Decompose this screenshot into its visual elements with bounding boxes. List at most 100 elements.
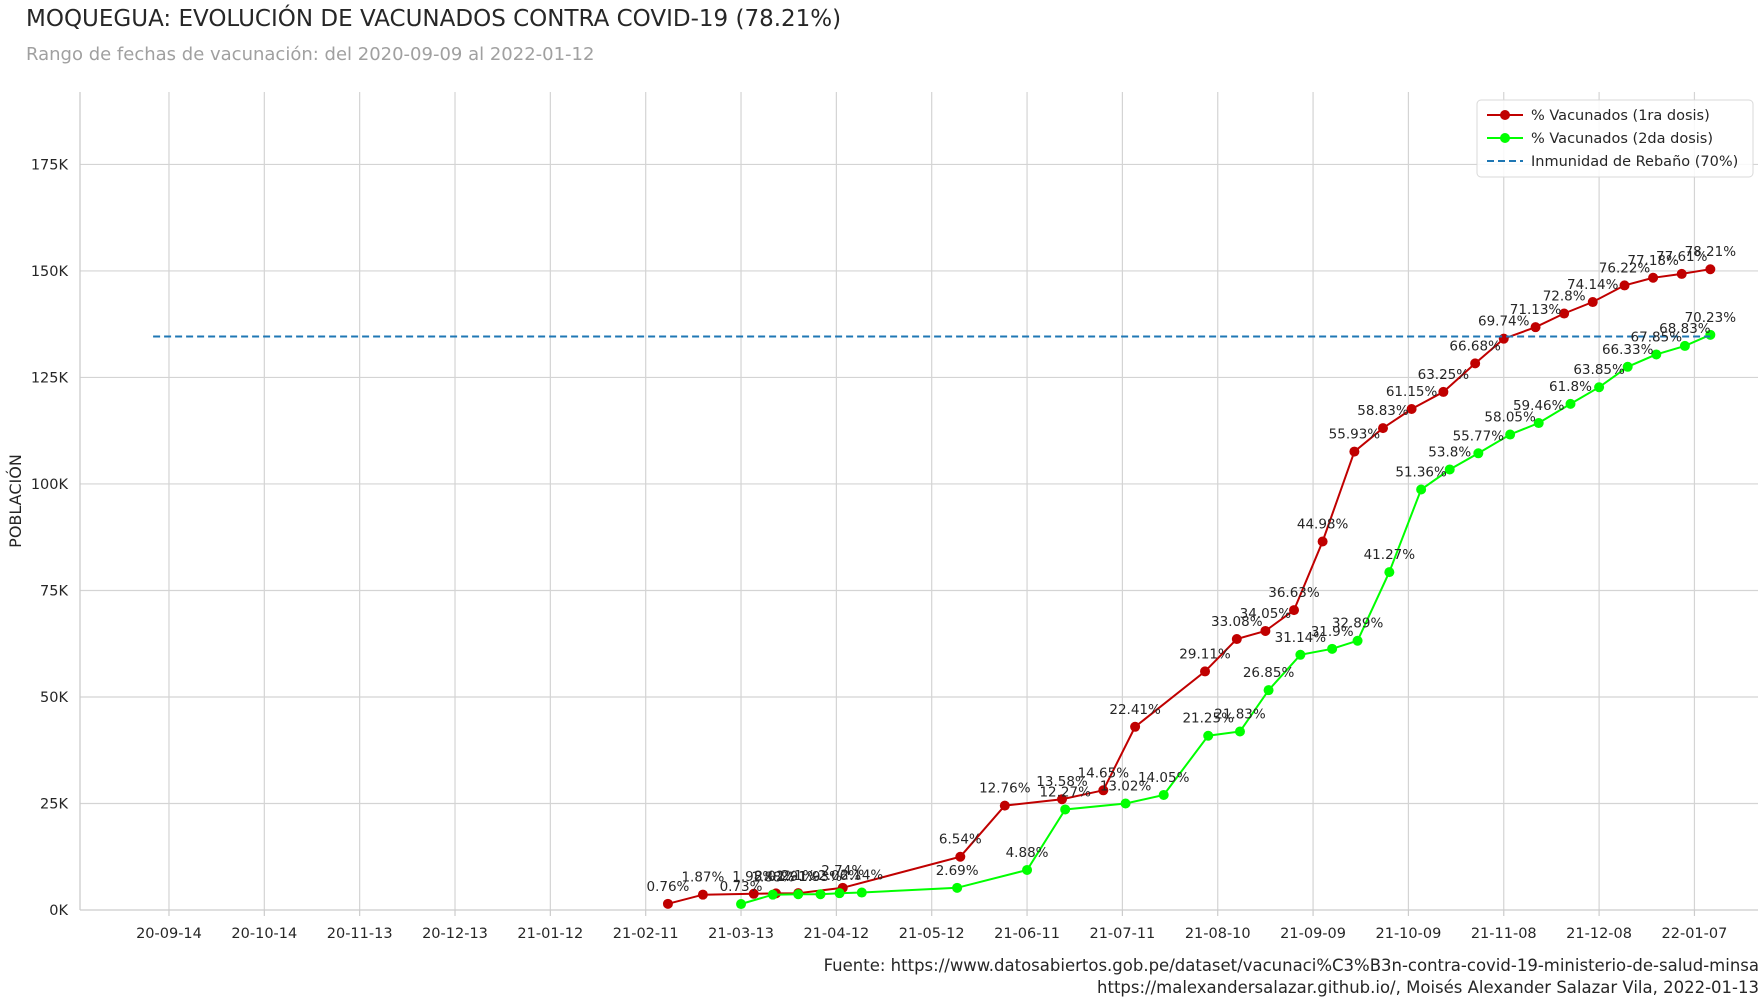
data-point (1060, 804, 1071, 815)
data-label: 2.74% (821, 863, 864, 879)
data-label: 74.14% (1567, 277, 1619, 293)
data-label: 58.83% (1357, 403, 1409, 419)
data-label: 61.8% (1549, 379, 1592, 395)
y-tick-label: 175K (31, 157, 69, 173)
data-point (767, 889, 778, 900)
data-label: 41.27% (1364, 547, 1416, 563)
data-point (1260, 625, 1271, 636)
data-point (1384, 567, 1395, 578)
data-label: 67.85% (1631, 329, 1683, 345)
x-tick-label: 20-11-13 (327, 926, 393, 942)
data-label: 1.87% (681, 870, 724, 886)
data-point (1705, 264, 1716, 275)
data-point (1559, 308, 1570, 319)
grid (80, 92, 1758, 910)
x-tick-label: 21-10-09 (1376, 926, 1442, 942)
data-point (1416, 484, 1427, 495)
data-point (1619, 280, 1630, 291)
data-label: 14.05% (1138, 770, 1190, 786)
data-point (1505, 429, 1516, 440)
data-label: 31.9% (1311, 624, 1354, 640)
data-label: 77.61% (1656, 249, 1708, 265)
data-label: 34.05% (1240, 606, 1292, 622)
y-tick-label: 150K (31, 264, 69, 280)
data-label: 12.27% (1039, 784, 1091, 800)
data-point (1679, 340, 1690, 351)
x-tick-label: 21-05-12 (899, 926, 965, 942)
data-point (1231, 634, 1242, 645)
legend-label: % Vacunados (1ra dosis) (1531, 108, 1710, 124)
chart-title: MOQUEGUA: EVOLUCIÓN DE VACUNADOS CONTRA … (26, 6, 842, 32)
data-label: 59.46% (1513, 398, 1565, 414)
data-label: 1.88% (751, 870, 794, 886)
data-point (1352, 635, 1363, 646)
data-label: 76.22% (1599, 260, 1651, 276)
data-label: 33.08% (1211, 614, 1263, 630)
data-label: 0.76% (646, 879, 689, 895)
data-label: 2.02% (755, 868, 798, 884)
data-point (793, 889, 804, 900)
legend-box (1476, 99, 1754, 178)
x-tick-label: 22-01-07 (1662, 926, 1728, 942)
data-point (1022, 864, 1033, 875)
y-tick-label: 25K (40, 796, 68, 812)
data-label: 1.93% (799, 869, 842, 885)
data-label: 13.58% (1036, 774, 1088, 790)
data-point (834, 888, 845, 899)
data-label: 61.15% (1386, 384, 1438, 400)
x-tick-label: 20-10-14 (231, 926, 297, 942)
data-point (815, 889, 826, 900)
y-tick-label: 125K (31, 370, 69, 386)
data-label: 68.83% (1659, 321, 1711, 337)
legend: % Vacunados (1ra dosis) % Vacunados (2da … (1476, 99, 1754, 178)
footer-author: https://malexandersalazar.github.io/, Mo… (1097, 978, 1759, 997)
data-point (1406, 403, 1417, 414)
data-label: 2.06% (818, 868, 861, 884)
data-point (1349, 446, 1360, 457)
x-tick-label: 20-12-13 (422, 926, 488, 942)
data-label: 12.76% (979, 781, 1031, 797)
x-tick-label: 21-03-13 (708, 926, 774, 942)
data-label: 14.65% (1078, 765, 1130, 781)
data-point (1295, 649, 1306, 660)
y-axis-title: POBLACIÓN (6, 454, 25, 548)
data-labels: 0.76%1.87% 1.98%2.02%2.1% 2.74% 6.54% 12.76%… (646, 244, 1736, 895)
data-label: 55.77% (1453, 428, 1505, 444)
data-label: 58.05% (1484, 410, 1536, 426)
data-label: 26.85% (1243, 665, 1295, 681)
data-point (1587, 297, 1598, 308)
data-label: 13.02% (1100, 778, 1152, 794)
data-label: 44.98% (1297, 516, 1349, 532)
data-point (1648, 272, 1659, 283)
data-point (1594, 382, 1605, 393)
data-point (1530, 322, 1541, 333)
data-point (1533, 418, 1544, 429)
data-label: 4.88% (1006, 845, 1049, 861)
data-point (1444, 464, 1455, 475)
x-tick-label: 21-04-12 (803, 926, 869, 942)
data-label: 2.14% (840, 868, 883, 884)
data-label: 6.54% (939, 832, 982, 848)
chart-subtitle: Rango de fechas de vacunación: del 2020-… (26, 44, 595, 65)
series-line-0 (667, 268, 1711, 905)
data-point (1203, 730, 1214, 741)
data-label: 2.1% (781, 868, 815, 884)
data-label: 78.21% (1685, 244, 1737, 260)
axes: 0K 25K 50K 75K 100K 125K 150K 175K 20-09-14 20-10… (6, 92, 1758, 942)
data-point (1377, 423, 1388, 434)
data-point (999, 800, 1010, 811)
y-tick-label: 0K (49, 903, 68, 919)
x-tick-label: 21-11-08 (1471, 926, 1537, 942)
data-point (662, 898, 673, 909)
data-label: 1.91% (777, 869, 820, 885)
data-point (697, 889, 708, 900)
data-label: 63.25% (1418, 367, 1470, 383)
data-label: 51.36% (1395, 464, 1447, 480)
data-label: 70.23% (1685, 310, 1737, 326)
data-point (1120, 798, 1131, 809)
x-tick-label: 20-09-14 (136, 926, 202, 942)
data-label: 53.8% (1428, 444, 1471, 460)
data-point (1234, 726, 1245, 737)
x-tick-label: 21-08-10 (1185, 926, 1251, 942)
